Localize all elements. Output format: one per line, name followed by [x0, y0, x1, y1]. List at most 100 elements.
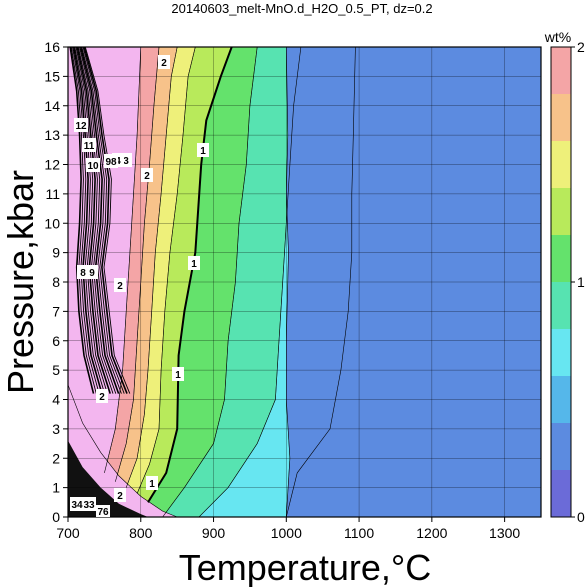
- contour-label-bg: [86, 265, 98, 279]
- isoline-1.2: [136, 47, 196, 494]
- x-tick-label: 1100: [344, 525, 374, 541]
- x-axis-ticks: 700 800 900 1000 1100 1200 1300: [56, 517, 520, 541]
- dense-contour: [79, 47, 120, 394]
- contour-label-4: 4: [115, 156, 121, 167]
- contour-label-1: 1: [191, 259, 197, 270]
- contour-label-1: 1: [200, 146, 206, 157]
- y-tick-label: 13: [44, 127, 60, 143]
- dense-contour: [72, 47, 100, 394]
- isoline-0.2: [285, 47, 291, 517]
- y-tick-label: 10: [44, 215, 60, 231]
- colorbar-swatch: [551, 423, 571, 470]
- colorbar-swatch: [551, 47, 571, 94]
- plot-area: [68, 47, 541, 517]
- y-tick-label: 5: [52, 362, 60, 378]
- contour-label-1: 1: [149, 479, 155, 490]
- dense-contour: [83, 47, 128, 394]
- colorbar-swatch: [551, 329, 571, 376]
- colorbar-tick-label: 2: [577, 39, 585, 55]
- dense-contour: [69, 47, 95, 394]
- contour-label-2: 2: [99, 392, 105, 403]
- contour-label-8: 8: [80, 268, 86, 279]
- contour-label-bg: [104, 154, 118, 168]
- isolines: [104, 47, 356, 517]
- isoline-1.4: [125, 47, 178, 488]
- x-tick-label: 1200: [416, 525, 447, 541]
- x-tick-label: 1300: [489, 525, 520, 541]
- colorbar-swatch: [551, 282, 571, 329]
- y-tick-label: 11: [45, 186, 60, 202]
- y-axis-label: Pressure,kbar: [0, 170, 41, 394]
- colorbar-tick-label: 0: [577, 509, 585, 525]
- isoline-1.8: [104, 47, 142, 473]
- contour-label-2: 2: [161, 58, 167, 69]
- contour-label-3: 3: [123, 156, 129, 167]
- contour-label-34: 34: [71, 500, 83, 511]
- isoline-1.6: [115, 47, 160, 482]
- contour-label-bg: [172, 367, 184, 381]
- dense-contour: [72, 47, 103, 394]
- contour-label-bg: [96, 505, 110, 517]
- isoline-1: [147, 47, 233, 503]
- colorbar-swatches: [551, 47, 571, 517]
- contour-label-76: 76: [97, 507, 109, 518]
- colorbar-swatch: [551, 94, 571, 141]
- y-tick-label: 1: [52, 480, 60, 496]
- dense-contour: [79, 47, 117, 394]
- dense-contour: [76, 47, 111, 394]
- contour-label-bg: [86, 158, 100, 172]
- contour-label-bg: [158, 55, 170, 69]
- colorbar-swatch: [551, 235, 571, 282]
- y-tick-label: 15: [44, 68, 60, 84]
- x-tick-label: 1000: [271, 525, 302, 541]
- x-tick-label: 900: [202, 525, 226, 541]
- chart-title: 20140603_melt-MnO.d_H2O_0.5_PT, dz=0.2: [171, 1, 432, 16]
- colorbar-swatch: [551, 376, 571, 423]
- isoline-0.6: [198, 47, 302, 517]
- dense-contour: [75, 47, 108, 394]
- grid-lines: [68, 47, 541, 517]
- colorbar-title: wt%: [544, 29, 571, 45]
- dense-contour: [82, 47, 125, 394]
- contour-label-2: 2: [144, 171, 150, 182]
- dense-contour: [70, 47, 97, 394]
- colorbar-ticks: 0 1 2: [571, 39, 585, 525]
- contour-label-98: 98: [105, 157, 117, 168]
- contour-label-bg: [114, 278, 126, 292]
- colorbar-swatch: [551, 470, 571, 517]
- y-tick-label: 8: [52, 274, 60, 290]
- y-tick-label: 0: [52, 509, 60, 525]
- contour-label-bg: [70, 497, 84, 511]
- y-tick-label: 14: [44, 98, 60, 114]
- x-axis-label: Temperature,°C: [179, 547, 432, 587]
- dense-contour: [84, 47, 131, 394]
- y-tick-label: 3: [52, 421, 60, 437]
- colorbar-swatch: [551, 141, 571, 188]
- colorbar-tick-label: 1: [577, 274, 585, 290]
- contour-label-bg: [114, 488, 126, 502]
- y-tick-label: 9: [52, 245, 60, 261]
- contour-label-11: 11: [84, 141, 95, 152]
- y-tick-label: 12: [44, 157, 60, 173]
- contour-labels: 1 1 1 1 2 2 2 2 2 3 4 8 9 10 11 12 33 34: [70, 55, 209, 518]
- contour-label-2: 2: [117, 491, 123, 502]
- contour-label-1: 1: [175, 370, 181, 381]
- isoline-0.8: [162, 47, 258, 517]
- contour-label-bg: [82, 138, 96, 152]
- y-tick-label: 6: [52, 333, 60, 349]
- contour-label-bg: [141, 168, 153, 182]
- contour-label-bg: [74, 118, 88, 132]
- contour-label-33: 33: [83, 500, 95, 511]
- isoline-0.4: [286, 47, 356, 517]
- contour-label-2: 2: [117, 281, 123, 292]
- contour-label-bg: [188, 256, 200, 270]
- y-tick-label: 2: [52, 450, 60, 466]
- dense-contour: [74, 47, 106, 394]
- y-tick-label: 4: [52, 392, 60, 408]
- y-tick-label: 7: [52, 303, 60, 319]
- contour-label-10: 10: [87, 161, 99, 172]
- dense-contour: [77, 47, 114, 394]
- contour-label-bg: [82, 497, 96, 511]
- contour-label-9: 9: [89, 268, 95, 279]
